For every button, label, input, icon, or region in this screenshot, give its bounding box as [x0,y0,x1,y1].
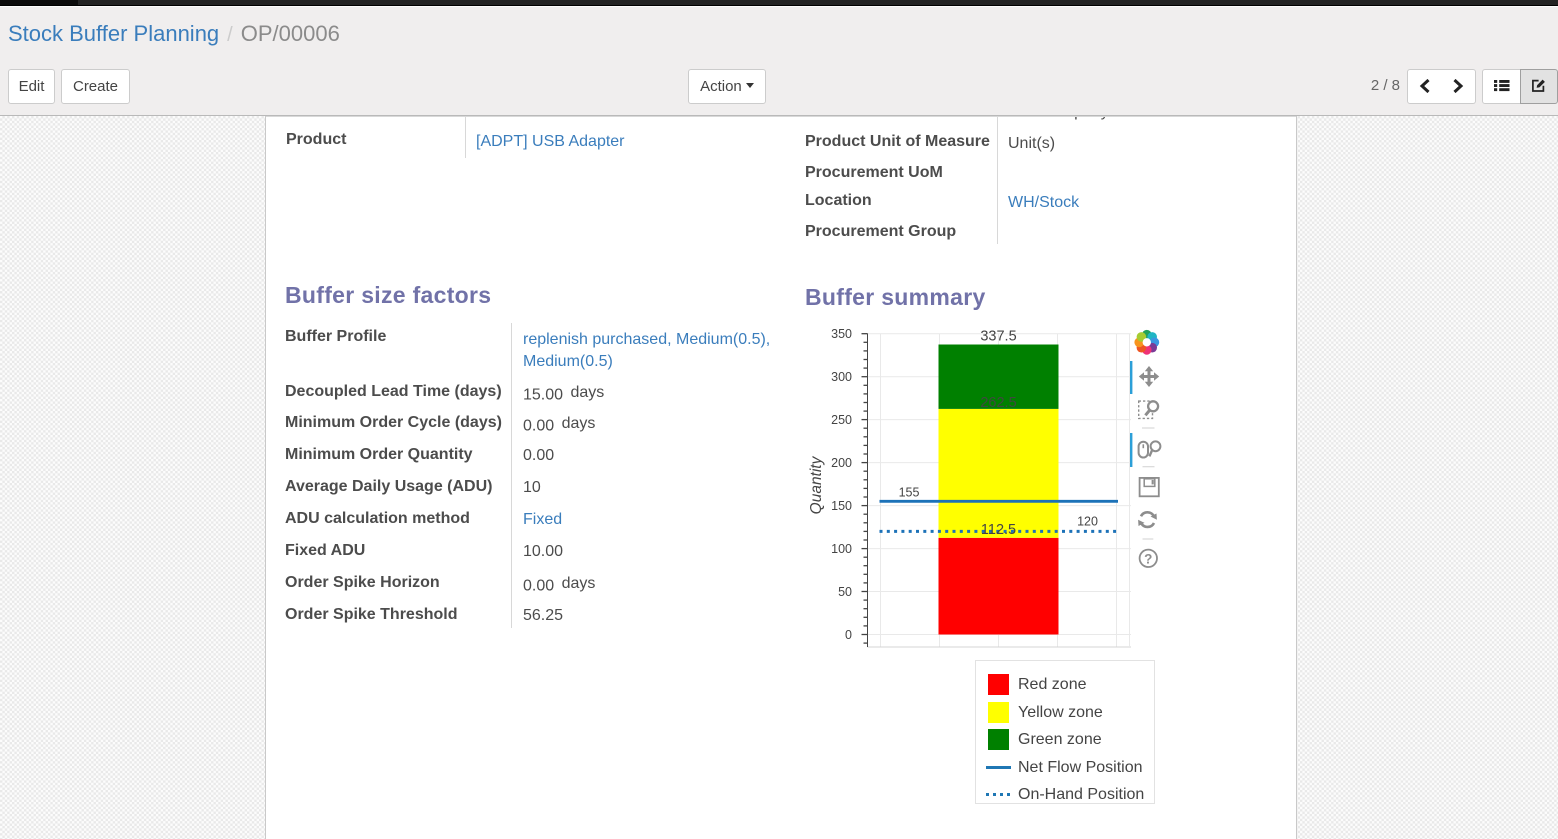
svg-text:120: 120 [1077,514,1098,528]
svg-text:250: 250 [831,413,852,427]
svg-text:50: 50 [838,585,852,599]
svg-text:100: 100 [831,542,852,556]
svg-text:200: 200 [831,456,852,470]
svg-text:Quantity: Quantity [808,455,825,514]
svg-text:262.5: 262.5 [980,395,1016,411]
svg-text:337.5: 337.5 [980,329,1016,345]
svg-text:112.5: 112.5 [981,522,1016,538]
svg-text:150: 150 [831,499,852,513]
svg-text:350: 350 [831,327,852,341]
svg-text:155: 155 [899,485,920,499]
svg-text:300: 300 [831,370,852,384]
svg-text:?: ? [1144,551,1152,566]
svg-text:0: 0 [845,628,852,642]
